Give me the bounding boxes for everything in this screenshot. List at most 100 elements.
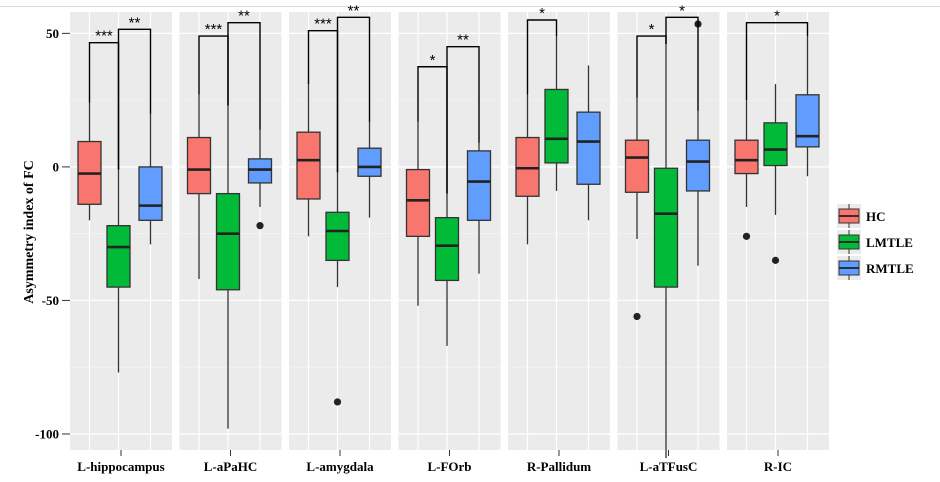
legend-item-hc: HC — [837, 204, 886, 228]
box-body — [653, 167, 679, 288]
panel-l-atfusc: * * L-aTFusC — [617, 2, 720, 474]
panel-r-pallidum: * R-Pallidum — [508, 5, 610, 474]
box-rmtle — [138, 113, 163, 245]
significance-label: * — [649, 21, 655, 38]
y-tick-label: 0 — [53, 159, 60, 174]
box-body — [624, 139, 650, 193]
panel-label: R-Pallidum — [527, 459, 591, 474]
panel-l-apahc: *****L-aPaHC — [179, 8, 282, 474]
box-rmtle — [357, 121, 382, 218]
box-lmtle — [325, 172, 350, 406]
significance-label: ** — [457, 32, 469, 49]
box-rmtle — [795, 36, 820, 177]
box-body — [734, 139, 759, 175]
significance-label: *** — [314, 16, 332, 33]
significance-label: * — [679, 2, 685, 19]
panel-label: L-aPaHC — [204, 459, 257, 474]
legend-label: RMTLE — [866, 261, 914, 276]
box-rmtle — [466, 142, 492, 274]
box-hc — [186, 94, 212, 280]
legend-item-lmtle: LMTLE — [837, 230, 913, 254]
significance-bracket: ** — [227, 8, 261, 130]
bracket-line — [526, 19, 558, 95]
significance-label: *** — [205, 21, 223, 38]
y-axis-label: Asymmetry index of FC — [22, 160, 37, 303]
significance-label: ** — [238, 8, 250, 25]
box-body — [357, 147, 382, 177]
significance-bracket: ** — [336, 2, 371, 173]
outlier-point — [633, 312, 641, 321]
significance-bracket: * — [665, 2, 699, 111]
significance-bracket: ** — [446, 32, 480, 194]
significance-label: * — [539, 5, 545, 22]
y-tick-label: 50 — [46, 26, 59, 41]
outlier-point — [771, 256, 780, 264]
y-axis: 50 0 -50 -100 — [35, 26, 70, 441]
significance-label: ** — [348, 2, 360, 19]
legend: HC LMTLE RMTLE — [837, 204, 914, 280]
panel-label: L-hippocampus — [77, 459, 164, 474]
box-hc — [405, 121, 431, 306]
legend-item-rmtle: RMTLE — [837, 256, 914, 280]
box-rmtle — [685, 20, 711, 266]
box-body — [763, 122, 788, 167]
bracket-line — [336, 16, 371, 173]
bracket-line — [446, 46, 480, 194]
bracket-line — [745, 21, 809, 101]
box-rmtle — [247, 129, 273, 230]
box-lmtle — [763, 84, 788, 264]
box-body — [296, 131, 321, 200]
outlier-point — [742, 232, 751, 240]
significance-label: * — [430, 52, 436, 69]
box-lmtle — [653, 44, 679, 459]
box-hc — [296, 84, 321, 237]
box-body — [138, 166, 163, 221]
panel-label: L-aTFusC — [640, 459, 698, 474]
box-body — [544, 88, 569, 164]
box-lmtle — [434, 193, 460, 346]
panels: *****L-hippocampus*****L-aPaHC*****L-amy… — [70, 2, 829, 474]
significance-bracket: ** — [117, 14, 152, 170]
box-lmtle — [215, 105, 241, 429]
bracket-line — [665, 16, 699, 111]
box-hc — [734, 100, 759, 240]
panel-background — [727, 12, 829, 450]
bracket-line — [117, 28, 152, 170]
box-body — [106, 225, 131, 288]
y-tick-label: -100 — [35, 426, 59, 441]
significance-bracket: * — [745, 8, 809, 101]
box-hc — [515, 94, 540, 245]
panel-r-ic: * R-IC — [727, 8, 829, 474]
significance-label: ** — [129, 14, 141, 31]
box-body — [405, 168, 431, 237]
significance-bracket: * — [526, 5, 558, 95]
outlier-point — [256, 222, 264, 230]
legend-label: HC — [866, 209, 886, 224]
box-body — [795, 94, 820, 148]
panel-background — [508, 12, 610, 450]
box-hc — [624, 97, 650, 321]
panel-l-amygdala: *****L-amygdala — [289, 2, 391, 474]
panel-l-hippocampus: *****L-hippocampus — [70, 12, 172, 474]
outlier-point — [333, 398, 342, 406]
significance-label: * — [774, 8, 780, 25]
box-body — [515, 136, 540, 197]
box-hc — [77, 102, 102, 221]
box-body — [247, 158, 273, 184]
box-body — [576, 111, 601, 185]
box-rmtle — [576, 65, 601, 221]
box-body — [466, 150, 492, 221]
box-body — [186, 136, 212, 195]
box-body — [434, 216, 460, 282]
legend-label: LMTLE — [866, 235, 913, 250]
box-lmtle — [544, 36, 569, 191]
panel-label: R-IC — [764, 459, 792, 474]
box-body — [325, 211, 350, 262]
significance-label: *** — [95, 28, 113, 45]
box-body — [685, 139, 711, 192]
panel-l-forb: ***L-FOrb — [398, 12, 501, 474]
box-lmtle — [106, 169, 131, 373]
bracket-line — [227, 21, 261, 130]
box-body — [215, 192, 241, 291]
